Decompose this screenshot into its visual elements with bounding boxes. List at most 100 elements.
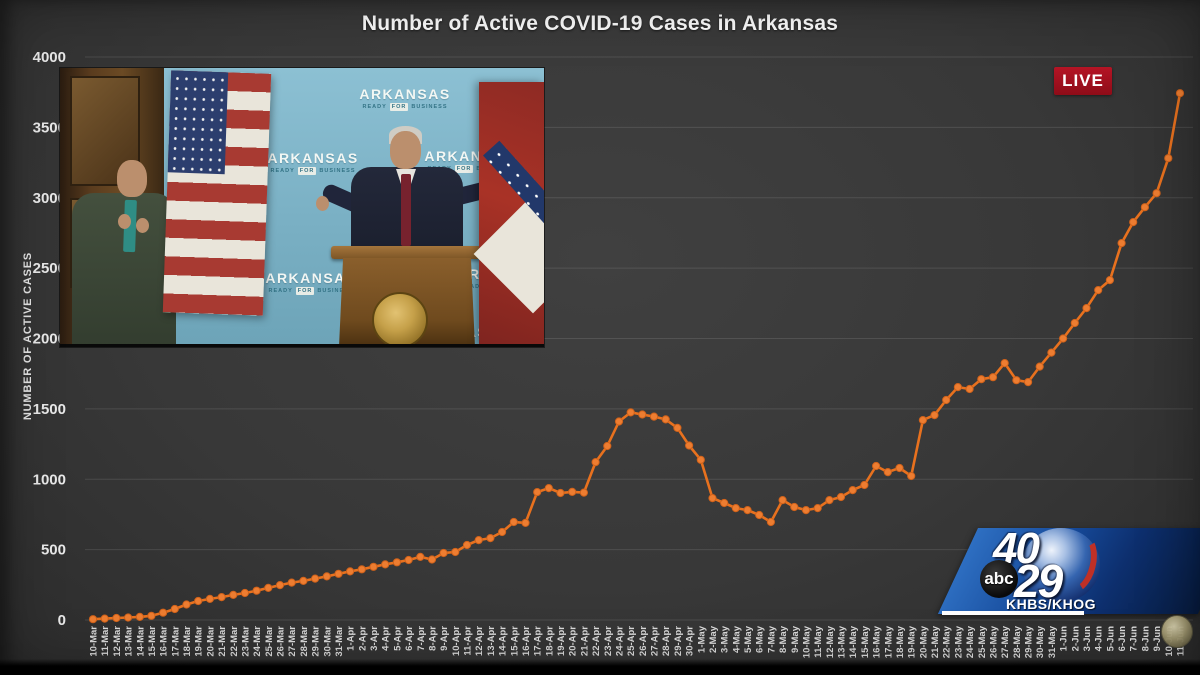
svg-text:29-Mar: 29-Mar xyxy=(311,626,322,657)
svg-text:10-Mar: 10-Mar xyxy=(89,626,100,657)
svg-text:7-May: 7-May xyxy=(766,625,777,653)
svg-text:3-May: 3-May xyxy=(720,625,731,653)
svg-text:6-May: 6-May xyxy=(755,625,766,653)
svg-text:20-May: 20-May xyxy=(918,625,929,658)
svg-text:20-Apr: 20-Apr xyxy=(568,626,579,656)
svg-text:4-Apr: 4-Apr xyxy=(381,626,392,651)
svg-text:28-Mar: 28-Mar xyxy=(299,626,310,657)
svg-text:30-Mar: 30-Mar xyxy=(322,626,333,657)
svg-text:27-May: 27-May xyxy=(1000,625,1011,658)
svg-text:22-Apr: 22-Apr xyxy=(591,626,602,656)
svg-text:8-Apr: 8-Apr xyxy=(428,626,439,651)
us-flag-canton xyxy=(167,70,229,175)
svg-text:23-Apr: 23-Apr xyxy=(603,626,614,656)
svg-text:2-May: 2-May xyxy=(708,625,719,653)
station-logo-4029: 40 29 abc KHBS/KHOG xyxy=(930,524,1200,620)
arkansas-flag xyxy=(473,82,544,344)
podium xyxy=(331,246,483,259)
svg-text:16-May: 16-May xyxy=(872,625,883,658)
svg-text:7-Jun: 7-Jun xyxy=(1129,626,1140,652)
svg-text:22-Mar: 22-Mar xyxy=(229,626,240,657)
svg-text:11-May: 11-May xyxy=(813,625,824,657)
svg-text:11-Mar: 11-Mar xyxy=(100,626,111,656)
svg-text:10-Apr: 10-Apr xyxy=(451,626,462,656)
chart-title: Number of Active COVID-19 Cases in Arkan… xyxy=(361,12,839,35)
svg-text:24-Mar: 24-Mar xyxy=(252,626,263,657)
letterbox-bottom xyxy=(0,659,1200,675)
x-tick-labels: 10-Mar 11-Mar 12-Mar 13-Mar 14-Mar 15-Mar 16-M… xyxy=(89,625,1187,658)
svg-text:26-Apr: 26-Apr xyxy=(638,626,649,656)
svg-text:1500: 1500 xyxy=(33,401,66,418)
svg-text:5-Jun: 5-Jun xyxy=(1105,626,1116,652)
abc-network-icon: abc xyxy=(980,560,1018,598)
svg-text:7-Apr: 7-Apr xyxy=(416,626,427,651)
press-conference-video[interactable]: ARKANSAS READY FOR BUSINESS ARKANSAS REA… xyxy=(60,68,544,347)
svg-text:2-Apr: 2-Apr xyxy=(357,626,368,651)
logo-number-29: 29 xyxy=(1014,555,1063,607)
svg-text:13-Apr: 13-Apr xyxy=(486,626,497,656)
svg-text:2000: 2000 xyxy=(33,331,66,348)
svg-text:13-May: 13-May xyxy=(837,625,848,658)
y-tick-labels: 0 500 1000 1500 2000 2500 3000 3500 4000 xyxy=(33,49,66,629)
live-badge: LIVE xyxy=(1054,67,1112,95)
arkansas-state-shape-icon: FOR xyxy=(389,103,409,111)
svg-text:11-Apr: 11-Apr xyxy=(463,626,474,656)
svg-text:31-May: 31-May xyxy=(1047,625,1058,658)
svg-text:500: 500 xyxy=(41,542,66,559)
svg-text:2500: 2500 xyxy=(33,260,66,277)
svg-text:21-May: 21-May xyxy=(930,625,941,658)
svg-text:2-Jun: 2-Jun xyxy=(1070,626,1081,652)
svg-text:17-Mar: 17-Mar xyxy=(170,626,181,657)
svg-text:28-Apr: 28-Apr xyxy=(661,626,672,656)
svg-text:23-Mar: 23-Mar xyxy=(240,626,251,657)
svg-text:29-Apr: 29-Apr xyxy=(673,626,684,656)
logo-underline xyxy=(942,611,1084,615)
svg-text:21-Apr: 21-Apr xyxy=(579,626,590,656)
svg-text:30-Apr: 30-Apr xyxy=(685,626,696,656)
svg-text:1-Apr: 1-Apr xyxy=(346,626,357,651)
series-markers xyxy=(88,89,1185,624)
svg-text:8-May: 8-May xyxy=(778,625,789,653)
svg-text:29-May: 29-May xyxy=(1024,625,1035,658)
svg-text:25-May: 25-May xyxy=(977,625,988,658)
governor-head xyxy=(390,131,421,169)
svg-text:17-May: 17-May xyxy=(883,625,894,658)
svg-text:10-May: 10-May xyxy=(802,625,813,658)
svg-text:6-Apr: 6-Apr xyxy=(404,626,415,651)
svg-text:15-Apr: 15-Apr xyxy=(509,626,520,656)
svg-text:9-Apr: 9-Apr xyxy=(439,626,450,651)
svg-text:21-Mar: 21-Mar xyxy=(217,626,228,657)
svg-text:26-May: 26-May xyxy=(989,625,1000,658)
svg-text:26-Mar: 26-Mar xyxy=(276,626,287,657)
svg-text:3500: 3500 xyxy=(33,119,66,136)
svg-text:14-May: 14-May xyxy=(848,625,859,658)
svg-text:4000: 4000 xyxy=(33,49,66,66)
arkansas-state-shape-icon: FOR xyxy=(295,287,315,295)
svg-text:27-Mar: 27-Mar xyxy=(287,626,298,657)
active-cases-series-line xyxy=(92,92,1182,621)
arkansas-state-shape-icon: FOR xyxy=(297,167,317,175)
svg-text:25-Apr: 25-Apr xyxy=(626,626,637,656)
svg-text:16-Mar: 16-Mar xyxy=(159,626,170,657)
svg-text:15-Mar: 15-Mar xyxy=(147,626,158,657)
state-seal-icon xyxy=(372,292,428,344)
interpreter-head xyxy=(117,160,147,197)
svg-text:3-Jun: 3-Jun xyxy=(1082,626,1093,652)
svg-text:24-May: 24-May xyxy=(965,625,976,658)
svg-text:1-Jun: 1-Jun xyxy=(1059,626,1070,652)
svg-text:30-May: 30-May xyxy=(1035,625,1046,658)
svg-text:12-May: 12-May xyxy=(825,625,836,658)
svg-text:0: 0 xyxy=(58,612,66,629)
y-axis-title: NUMBER OF ACTIVE CASES xyxy=(22,251,34,421)
svg-text:4-Jun: 4-Jun xyxy=(1094,626,1105,652)
globe-icon xyxy=(1022,528,1100,602)
watermark-emblem-icon xyxy=(1161,615,1193,648)
svg-text:16-Apr: 16-Apr xyxy=(521,626,532,656)
svg-text:9-Jun: 9-Jun xyxy=(1152,626,1163,652)
svg-text:18-Mar: 18-Mar xyxy=(182,626,193,657)
svg-text:4-May: 4-May xyxy=(731,625,742,653)
svg-text:1-May: 1-May xyxy=(696,625,707,653)
us-flag xyxy=(162,70,272,316)
svg-text:31-Mar: 31-Mar xyxy=(334,626,345,657)
